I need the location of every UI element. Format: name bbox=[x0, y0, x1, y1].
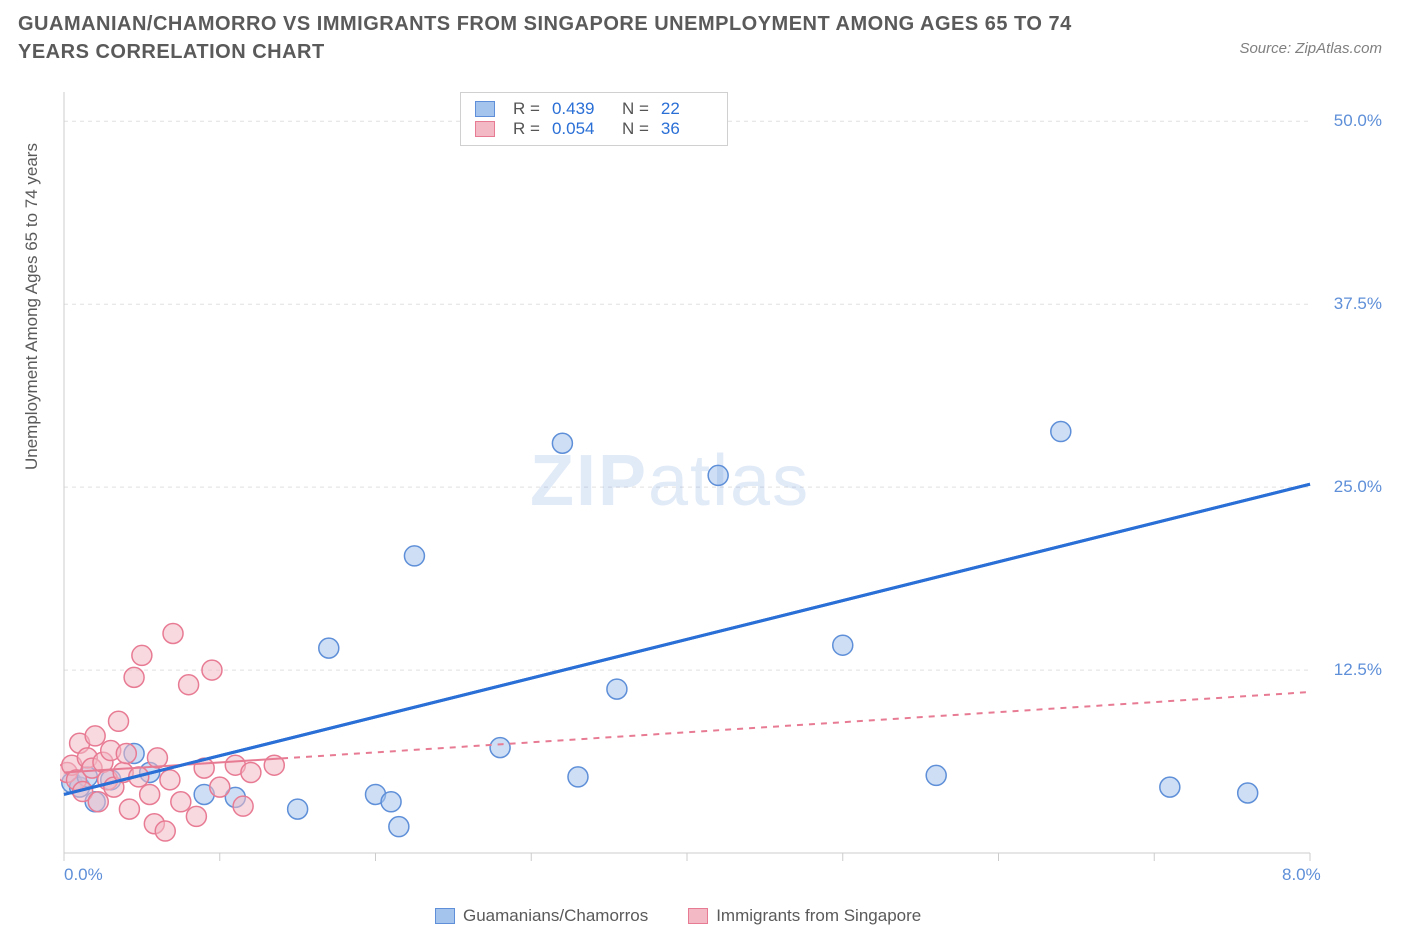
legend-bottom: Guamanians/Chamorros Immigrants from Sing… bbox=[435, 906, 921, 926]
chart-title: GUAMANIAN/CHAMORRO VS IMMIGRANTS FROM SI… bbox=[18, 10, 1118, 66]
legend-r-value: 0.054 bbox=[552, 119, 604, 139]
x-tick-label: 8.0% bbox=[1282, 865, 1321, 885]
y-axis-label: Unemployment Among Ages 65 to 74 years bbox=[22, 143, 42, 470]
y-tick-label: 37.5% bbox=[1334, 294, 1382, 314]
chart-area bbox=[60, 88, 1380, 883]
legend-bottom-label: Immigrants from Singapore bbox=[716, 906, 921, 926]
legend-swatch bbox=[475, 121, 495, 137]
legend-bottom-item: Immigrants from Singapore bbox=[688, 906, 921, 926]
legend-r-value: 0.439 bbox=[552, 99, 604, 119]
legend-correlation-box: R = 0.439 N = 22 R = 0.054 N = 36 bbox=[460, 92, 728, 146]
scatter-plot bbox=[60, 88, 1380, 883]
source-attribution: Source: ZipAtlas.com bbox=[1239, 40, 1382, 57]
legend-r-label: R = bbox=[513, 99, 540, 119]
legend-bottom-label: Guamanians/Chamorros bbox=[463, 906, 648, 926]
legend-n-value: 36 bbox=[661, 119, 713, 139]
x-tick-label: 0.0% bbox=[64, 865, 103, 885]
legend-row: R = 0.439 N = 22 bbox=[475, 99, 713, 119]
y-tick-label: 50.0% bbox=[1334, 111, 1382, 131]
legend-bottom-item: Guamanians/Chamorros bbox=[435, 906, 648, 926]
legend-swatch bbox=[475, 101, 495, 117]
legend-r-label: R = bbox=[513, 119, 540, 139]
y-tick-label: 25.0% bbox=[1334, 477, 1382, 497]
legend-swatch bbox=[688, 908, 708, 924]
legend-row: R = 0.054 N = 36 bbox=[475, 119, 713, 139]
legend-n-value: 22 bbox=[661, 99, 713, 119]
legend-n-label: N = bbox=[622, 99, 649, 119]
legend-n-label: N = bbox=[622, 119, 649, 139]
y-tick-label: 12.5% bbox=[1334, 660, 1382, 680]
legend-swatch bbox=[435, 908, 455, 924]
